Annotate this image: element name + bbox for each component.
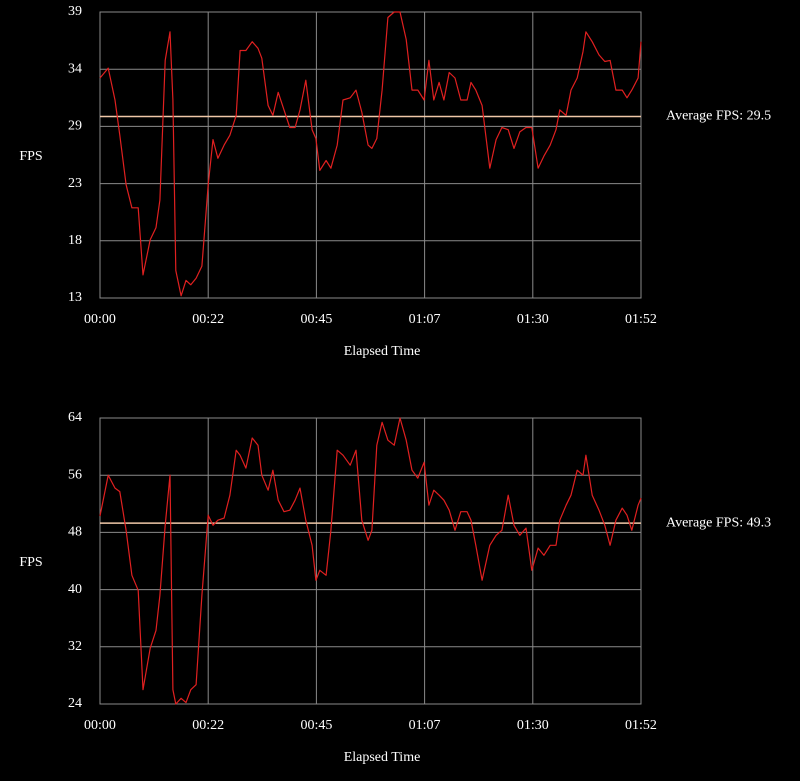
x-tick-label: 00:45 xyxy=(300,718,332,733)
fps-line xyxy=(99,11,642,297)
x-tick-label: 00:00 xyxy=(84,718,116,733)
y-tick-label: 40 xyxy=(68,582,82,597)
x-tick-label: 01:52 xyxy=(625,312,657,327)
y-axis-label: FPS xyxy=(19,555,42,570)
y-axis-label: FPS xyxy=(19,149,42,164)
y-tick-label: 64 xyxy=(68,410,82,425)
y-tick-label: 56 xyxy=(68,467,82,482)
x-tick-label: 01:07 xyxy=(409,718,441,733)
fps-line xyxy=(99,417,642,705)
x-tick-label: 01:30 xyxy=(517,312,549,327)
x-axis-label: Elapsed Time xyxy=(344,750,421,765)
y-tick-label: 34 xyxy=(68,61,82,76)
y-tick-label: 29 xyxy=(68,119,82,134)
x-tick-label: 01:07 xyxy=(409,312,441,327)
y-tick-label: 13 xyxy=(68,290,82,305)
x-tick-label: 00:45 xyxy=(300,312,332,327)
y-tick-label: 18 xyxy=(68,233,82,248)
x-tick-label: 00:22 xyxy=(192,312,224,327)
y-tick-label: 48 xyxy=(68,525,82,540)
y-tick-label: 32 xyxy=(68,639,82,654)
x-tick-label: 00:00 xyxy=(84,312,116,327)
x-axis-label: Elapsed Time xyxy=(344,344,421,359)
x-tick-label: 00:22 xyxy=(192,718,224,733)
x-tick-label: 01:30 xyxy=(517,718,549,733)
y-tick-label: 39 xyxy=(68,4,82,19)
y-tick-label: 23 xyxy=(68,176,82,191)
average-label: Average FPS: 29.5 xyxy=(666,109,771,124)
x-tick-label: 01:52 xyxy=(625,718,657,733)
y-tick-label: 24 xyxy=(68,696,82,711)
average-label: Average FPS: 49.3 xyxy=(666,515,771,530)
